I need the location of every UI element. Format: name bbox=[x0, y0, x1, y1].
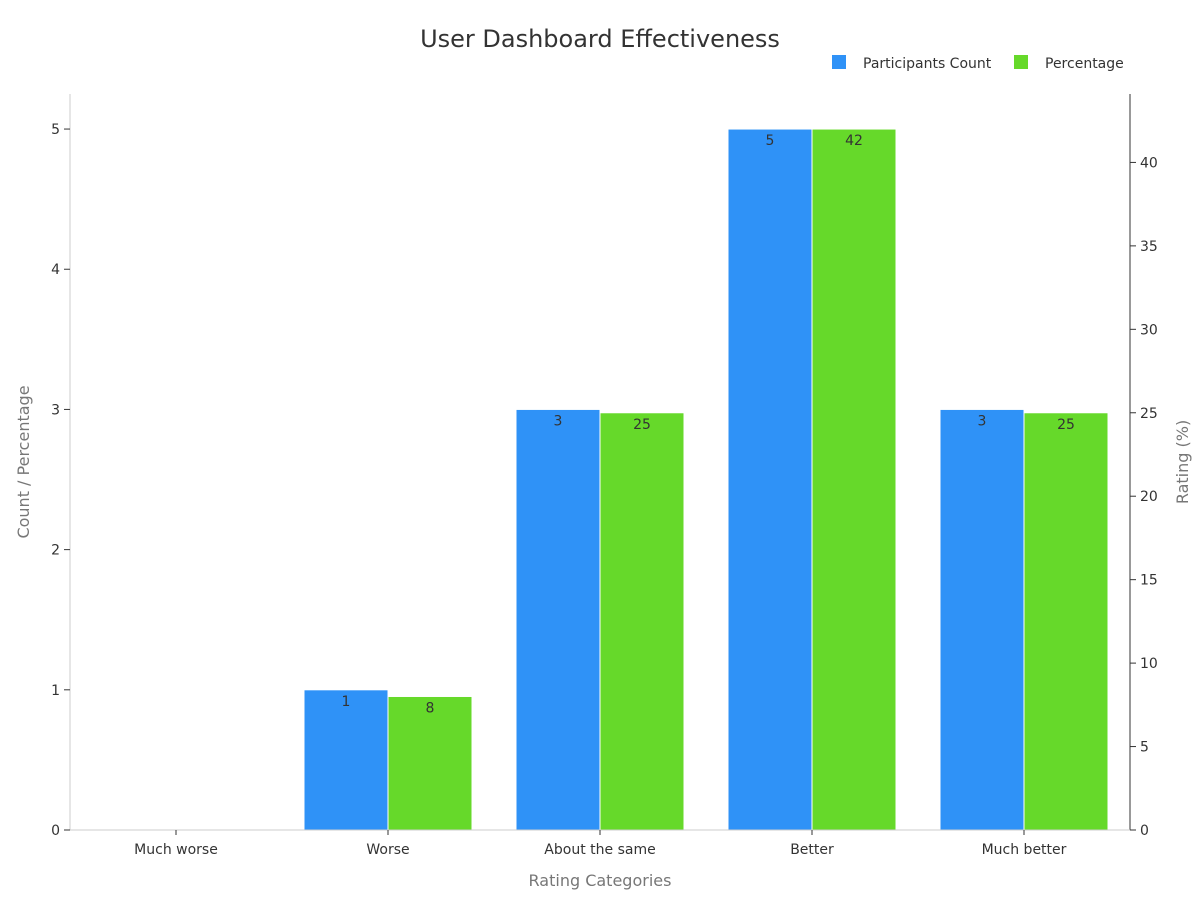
data-label-percentage-about-the-same: 25 bbox=[633, 417, 651, 433]
left-y-tick-label: 5 bbox=[51, 122, 60, 138]
right-y-tick-label: 30 bbox=[1140, 322, 1158, 338]
data-label-percentage-better: 42 bbox=[845, 133, 863, 149]
left-y-tick-label: 3 bbox=[51, 402, 60, 418]
right-y-tick-label: 35 bbox=[1140, 239, 1158, 255]
right-y-tick-label: 40 bbox=[1140, 155, 1158, 171]
left-y-tick-label: 4 bbox=[51, 262, 60, 278]
legend-swatch-participants-count bbox=[832, 55, 846, 69]
x-tick-label-better: Better bbox=[790, 842, 834, 858]
data-label-participants-count-much-better: 3 bbox=[978, 413, 987, 429]
right-y-axis-ticks: 0 5 10 15 20 25 30 35 40 bbox=[1130, 155, 1158, 839]
data-label-participants-count-worse: 1 bbox=[342, 694, 351, 710]
x-axis-title: Rating Categories bbox=[529, 871, 672, 890]
bar-participants-count-about-the-same bbox=[515, 408, 601, 831]
data-label-participants-count-about-the-same: 3 bbox=[554, 413, 563, 429]
bar-participants-count-better bbox=[727, 128, 813, 831]
left-y-tick-label: 2 bbox=[51, 543, 60, 559]
x-tick-label-about-the-same: About the same bbox=[544, 842, 655, 858]
right-y-tick-label: 15 bbox=[1140, 573, 1158, 589]
bar-percentage-much-better bbox=[1023, 412, 1109, 831]
data-label-participants-count-better: 5 bbox=[766, 133, 775, 149]
x-axis-ticks: Much worse Worse About the same Better Much … bbox=[134, 830, 1067, 858]
bar-participants-count-worse bbox=[303, 689, 389, 831]
left-y-axis-ticks: 0 1 2 3 4 5 bbox=[51, 122, 70, 839]
legend-swatch-percentage bbox=[1014, 55, 1028, 69]
right-y-tick-label: 0 bbox=[1140, 823, 1149, 839]
bars bbox=[303, 128, 1109, 831]
left-y-axis-title: Count / Percentage bbox=[14, 385, 33, 538]
bar-percentage-better bbox=[811, 128, 897, 831]
right-y-axis-title: Rating (%) bbox=[1173, 420, 1192, 504]
bar-percentage-about-the-same bbox=[599, 412, 685, 831]
legend-label-percentage: Percentage bbox=[1045, 56, 1124, 72]
left-y-tick-label: 1 bbox=[51, 683, 60, 699]
right-y-tick-label: 10 bbox=[1140, 656, 1158, 672]
left-y-tick-label: 0 bbox=[51, 823, 60, 839]
data-label-percentage-worse: 8 bbox=[426, 700, 435, 716]
legend: Participants Count Percentage bbox=[832, 55, 1124, 72]
chart-title: User Dashboard Effectiveness bbox=[420, 25, 780, 53]
data-labels: 1 3 5 3 8 25 42 25 bbox=[342, 133, 1075, 716]
x-tick-label-worse: Worse bbox=[366, 842, 409, 858]
right-y-tick-label: 5 bbox=[1140, 740, 1149, 756]
bar-participants-count-much-better bbox=[939, 408, 1025, 831]
data-label-percentage-much-better: 25 bbox=[1057, 417, 1075, 433]
x-tick-label-much-worse: Much worse bbox=[134, 842, 218, 858]
bar-percentage-worse bbox=[387, 695, 473, 831]
legend-label-participants-count: Participants Count bbox=[863, 56, 992, 72]
x-tick-label-much-better: Much better bbox=[982, 842, 1067, 858]
right-y-tick-label: 20 bbox=[1140, 489, 1158, 505]
right-y-tick-label: 25 bbox=[1140, 406, 1158, 422]
